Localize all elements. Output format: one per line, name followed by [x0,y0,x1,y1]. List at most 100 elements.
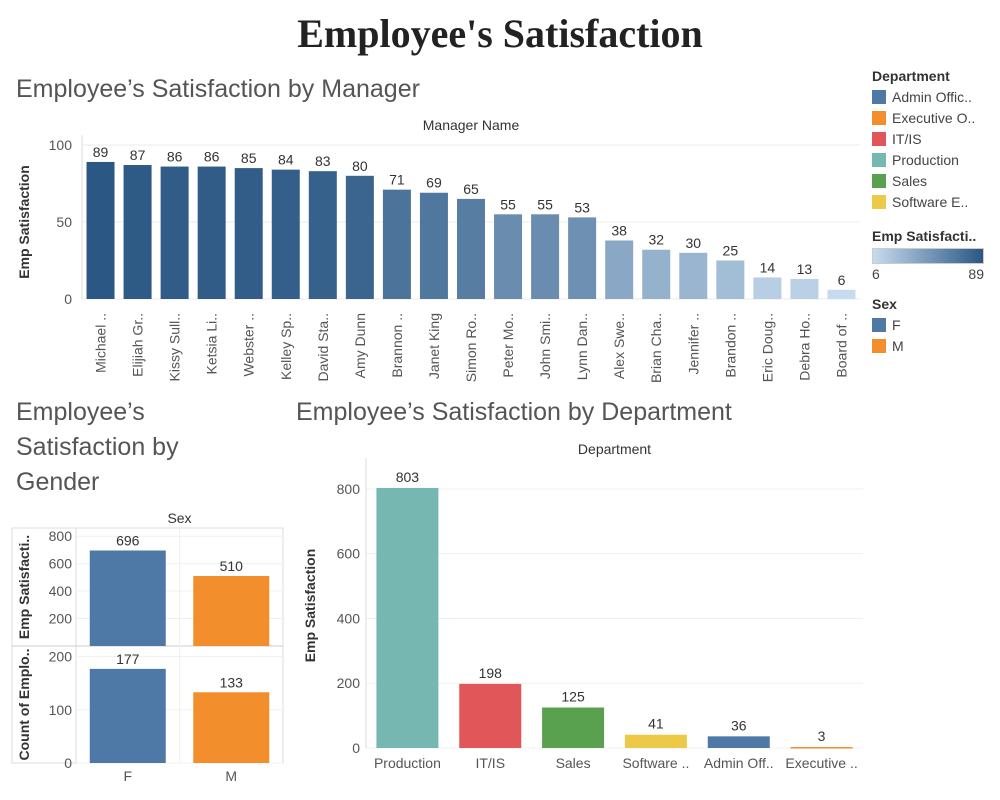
x-tick-label: Lynn Dan.. [574,313,590,380]
department-legend-item[interactable]: Software E.. [872,191,992,212]
y-tick-label: 50 [56,214,72,230]
department-legend-item[interactable]: Sales [872,170,992,191]
manager-bar [716,260,745,299]
manager-bar [753,277,782,299]
legend-label: M [892,337,904,354]
legend-label: Executive O.. [892,109,976,126]
manager-header: Manager Name [423,117,520,133]
department-bar-chart: Department 0 200 400 600 800 Emp Satisfaction 8… [302,441,863,771]
x-tick-label: Sales [556,755,591,771]
legend-label: IT/IS [892,130,922,147]
department-bar [459,683,522,748]
legend-swatch [872,152,886,167]
sex-legend-title: Sex [872,296,897,312]
department-bar [707,736,770,748]
x-tick-label: Kissy Sull.. [167,313,183,381]
department-legend-title: Department [872,68,950,84]
legend-label: Sales [892,172,928,189]
y-axis-label: Emp Satisfaction [16,165,32,279]
bar-value-label: 25 [723,243,739,259]
x-tick-label: Software .. [622,755,689,771]
bar-value-label: 41 [648,716,664,732]
manager-bar [457,198,485,299]
x-tick-label: Admin Off.. [704,755,774,771]
manager-chart-title: Employee’s Satisfaction by Manager [16,75,420,103]
manager-bar [642,249,671,299]
gender-chart-title: Employee’s Satisfaction by Gender [16,398,179,496]
bar-value-label: 6 [838,272,846,288]
x-tick-label: Executive .. [785,755,857,771]
bar-value-label: 30 [685,235,701,251]
x-tick-label: Peter Mo.. [500,313,516,378]
y-axis-label: Emp Satisfacti.. [16,535,32,639]
y-tick-label: 600 [49,556,73,572]
x-tick-label: Kelley Sp.. [278,313,294,380]
manager-bar [234,168,263,299]
x-tick-label: Brandon .. [722,313,738,378]
bar-value-label: 55 [537,196,553,212]
x-tick-label: Michael .. [93,313,109,373]
manager-bar [494,214,523,299]
bar-value-label: 3 [818,728,826,744]
bar-value-label: 85 [241,150,257,166]
manager-bar [197,166,226,299]
manager-bar [827,289,856,299]
manager-bar [679,252,708,299]
bar-value-label: 71 [389,172,405,188]
department-bar [542,707,605,748]
department-legend: Admin Offic.. Executive O.. IT/IS Productio… [872,86,992,212]
legend-swatch [872,173,886,188]
bar-value-label: 696 [116,533,140,549]
x-tick-label: Webster .. [241,313,257,377]
y-tick-label: 0 [64,291,72,307]
department-legend-item[interactable]: Executive O.. [872,107,992,128]
gender-bar [89,550,166,646]
department-header: Department [578,441,651,457]
bar-value-label: 80 [352,158,368,174]
x-tick-label: Board of .. [833,313,849,378]
bar-value-label: 177 [116,651,140,667]
department-bar [790,747,853,749]
department-legend-item[interactable]: Production [872,149,992,170]
bar-value-label: 55 [500,196,516,212]
department-bar [376,487,439,748]
legend-swatch [872,317,886,332]
department-legend-item[interactable]: IT/IS [872,128,992,149]
sex-legend-item[interactable]: F [872,314,992,335]
sex-legend-item[interactable]: M [872,335,992,356]
y-tick-label: 200 [49,649,73,665]
x-tick-label: Janet King [426,313,442,379]
bar-value-label: 803 [396,469,420,485]
manager-bar [160,166,189,299]
bar-value-label: 198 [479,665,503,681]
satisfaction-color-ramp [872,248,984,264]
x-tick-label: Brian Cha.. [648,313,664,383]
x-tick-label: Alex Swe.. [611,313,627,379]
legend-swatch [872,338,886,353]
manager-bar [531,214,560,299]
manager-bar [345,175,374,299]
manager-bar [382,189,411,299]
y-tick-label: 400 [49,583,73,599]
y-tick-label: 800 [49,528,73,544]
bar-value-label: 53 [574,199,590,215]
x-tick-label: Brannon .. [389,313,405,378]
satisfaction-ramp-min: 6 [872,266,880,282]
x-tick-label: Jennifer .. [685,313,701,374]
x-tick-label: IT/IS [475,755,505,771]
bar-value-label: 65 [463,181,479,197]
legend-panel: Department Admin Offic.. Executive O.. IT/… [872,68,992,356]
legend-label: Production [892,151,959,168]
y-tick-label: 100 [49,137,73,153]
legend-swatch [872,89,886,104]
x-tick-label: John Smi.. [537,313,553,379]
bar-value-label: 125 [561,689,585,705]
x-tick-label: Ketsia Li.. [204,313,220,374]
x-tick-label: David Sta.. [315,313,331,381]
x-tick-label: Amy Dunn [352,313,368,378]
gender-bar [193,692,270,763]
department-legend-item[interactable]: Admin Offic.. [872,86,992,107]
bar-value-label: 510 [220,558,244,574]
y-tick-label: 200 [337,675,361,691]
x-tick-label: Debra Ho.. [796,313,812,381]
